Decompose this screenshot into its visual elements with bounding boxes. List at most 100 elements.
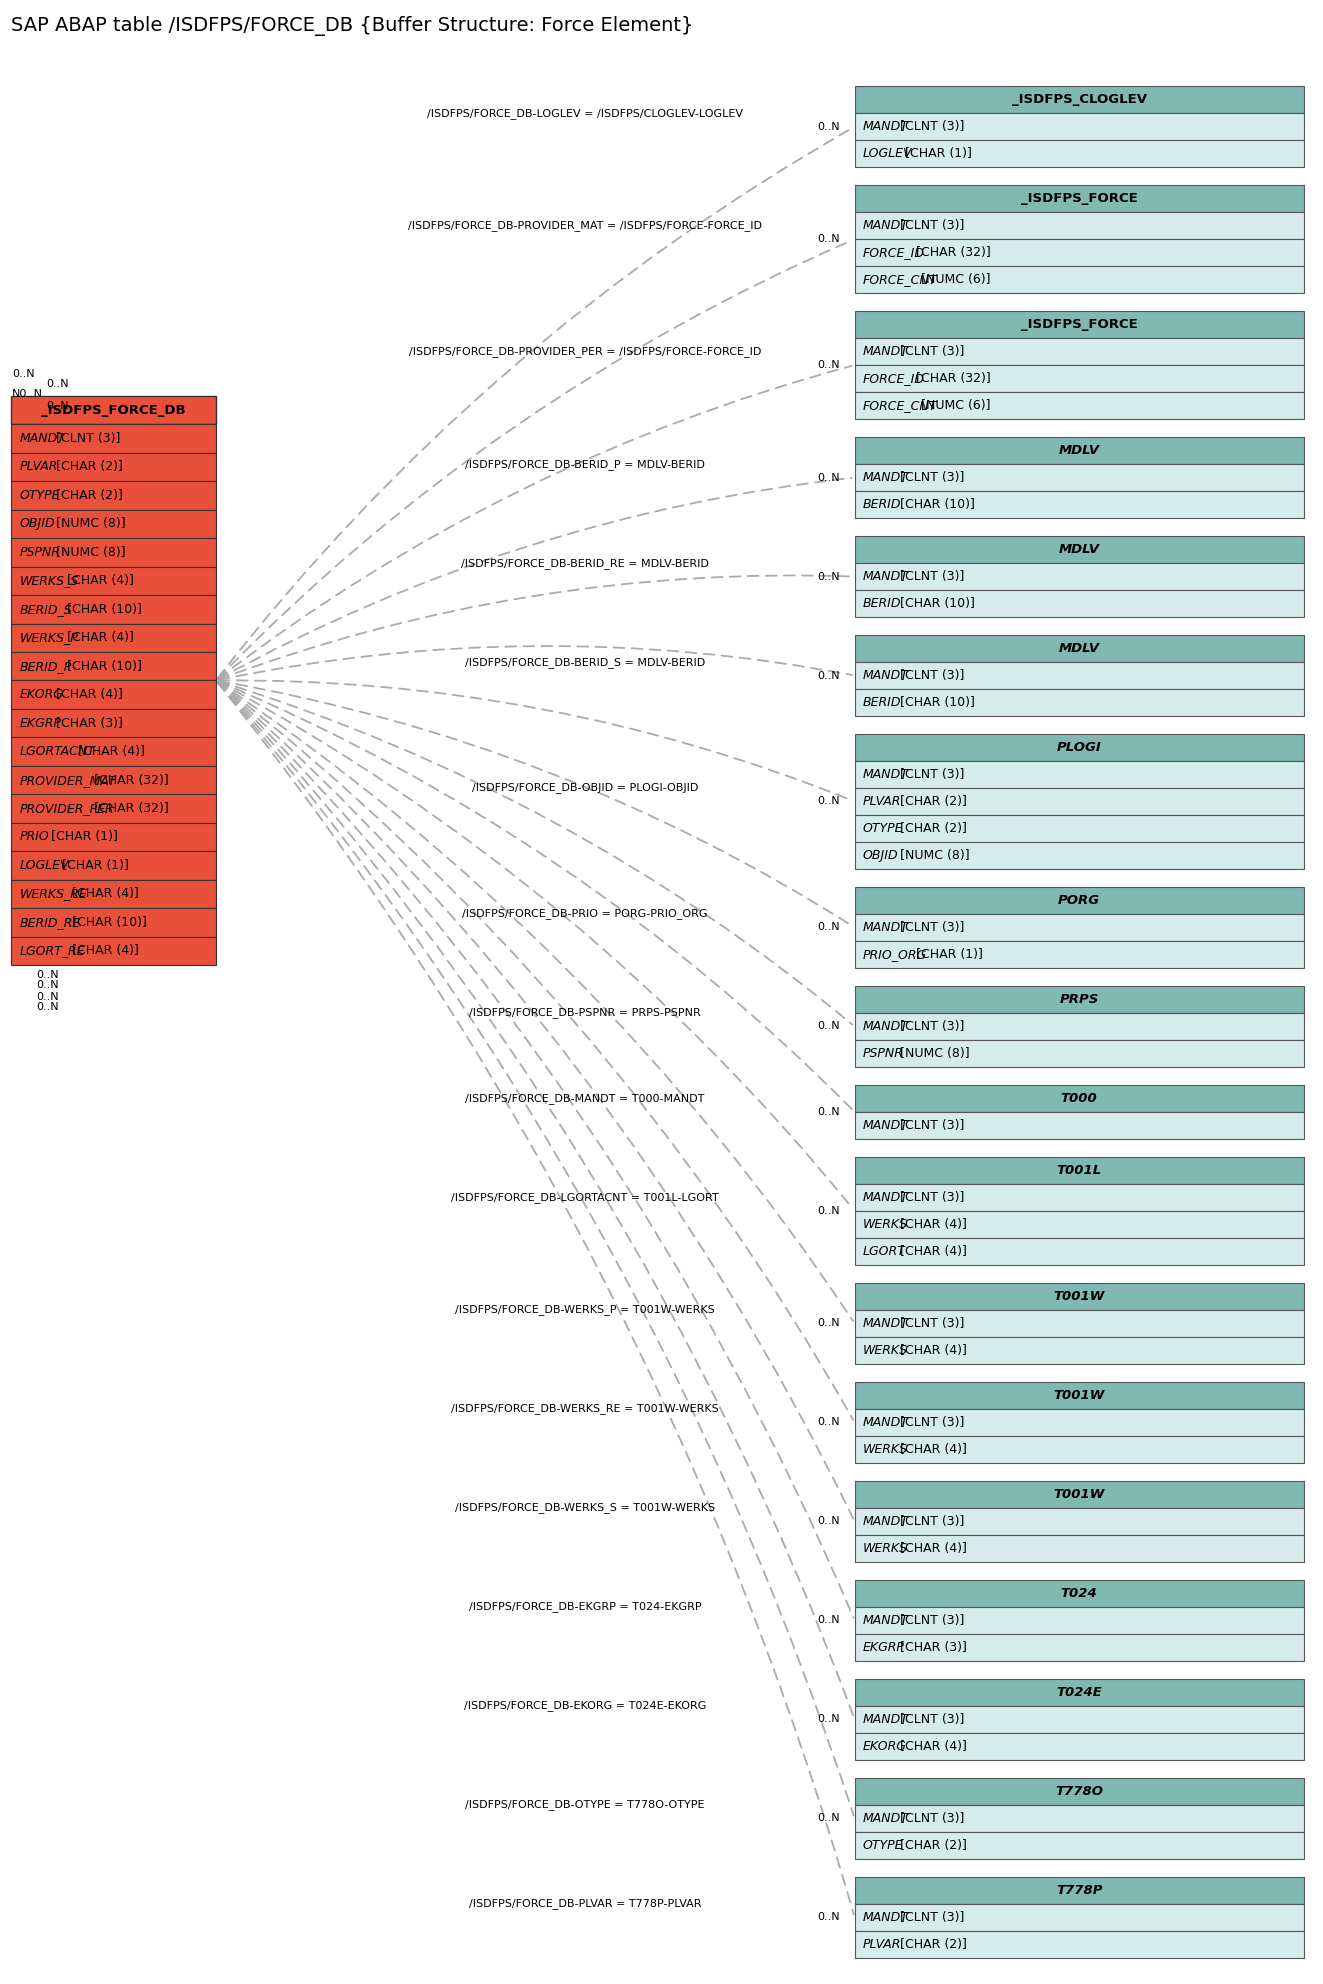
Bar bbox=[12, 879, 216, 909]
Bar bbox=[855, 1930, 1303, 1958]
Text: 0..N: 0..N bbox=[818, 472, 840, 482]
Text: /ISDFPS/FORCE_DB-MANDT = T000-MANDT: /ISDFPS/FORCE_DB-MANDT = T000-MANDT bbox=[466, 1093, 705, 1103]
Text: [NUMC (6)]: [NUMC (6)] bbox=[917, 399, 991, 413]
Text: [CHAR (3)]: [CHAR (3)] bbox=[896, 1641, 966, 1655]
Text: EKGRP: EKGRP bbox=[863, 1641, 905, 1655]
Text: [CHAR (3)]: [CHAR (3)] bbox=[53, 716, 123, 730]
Bar bbox=[12, 909, 216, 936]
Text: 0..N: 0..N bbox=[36, 970, 60, 980]
Text: PROVIDER_MAT: PROVIDER_MAT bbox=[20, 774, 116, 786]
Text: EKORG: EKORG bbox=[863, 1740, 906, 1752]
Text: [CHAR (10)]: [CHAR (10)] bbox=[896, 498, 974, 512]
Bar bbox=[855, 688, 1303, 716]
Bar bbox=[12, 708, 216, 738]
Bar bbox=[855, 1157, 1303, 1184]
Text: [CLNT (3)]: [CLNT (3)] bbox=[896, 768, 964, 782]
Text: [CLNT (3)]: [CLNT (3)] bbox=[896, 1911, 964, 1924]
Text: /ISDFPS/FORCE_DB-PSPNR = PRPS-PSPNR: /ISDFPS/FORCE_DB-PSPNR = PRPS-PSPNR bbox=[470, 1008, 701, 1018]
Text: /ISDFPS/FORCE_DB-EKGRP = T024-EKGRP: /ISDFPS/FORCE_DB-EKGRP = T024-EKGRP bbox=[468, 1601, 701, 1613]
Text: 0..N: 0..N bbox=[818, 361, 840, 371]
Text: LOGLEV: LOGLEV bbox=[20, 859, 69, 871]
Text: T001W: T001W bbox=[1053, 1488, 1105, 1500]
Text: PRPS: PRPS bbox=[1060, 992, 1098, 1006]
Text: 0..N: 0..N bbox=[818, 571, 840, 581]
Text: MANDT: MANDT bbox=[863, 1811, 909, 1825]
Text: LGORTACNT: LGORTACNT bbox=[20, 746, 95, 758]
Text: BERID_P: BERID_P bbox=[20, 661, 71, 673]
Text: T001W: T001W bbox=[1053, 1389, 1105, 1403]
Bar bbox=[855, 1040, 1303, 1067]
Text: 0..N: 0..N bbox=[818, 234, 840, 244]
Bar bbox=[855, 1579, 1303, 1607]
Text: MANDT: MANDT bbox=[863, 669, 909, 682]
Text: _ISDFPS_FORCE: _ISDFPS_FORCE bbox=[1021, 192, 1138, 204]
Text: PLVAR: PLVAR bbox=[20, 460, 58, 474]
Bar bbox=[855, 1111, 1303, 1139]
Text: [CHAR (4)]: [CHAR (4)] bbox=[74, 746, 144, 758]
Bar bbox=[855, 266, 1303, 294]
Text: 0..N: 0..N bbox=[36, 980, 60, 990]
Bar bbox=[12, 510, 216, 538]
Text: [CLNT (3)]: [CLNT (3)] bbox=[896, 218, 964, 232]
Bar bbox=[855, 240, 1303, 266]
Text: PSPNR: PSPNR bbox=[20, 546, 61, 559]
Bar bbox=[12, 653, 216, 681]
Bar bbox=[855, 393, 1303, 419]
Text: [CLNT (3)]: [CLNT (3)] bbox=[896, 1712, 964, 1726]
Text: LGORT_RE: LGORT_RE bbox=[20, 944, 85, 958]
Text: MANDT: MANDT bbox=[20, 433, 65, 444]
Text: [CHAR (10)]: [CHAR (10)] bbox=[896, 597, 974, 609]
Text: MDLV: MDLV bbox=[1058, 643, 1099, 655]
Bar bbox=[855, 1536, 1303, 1561]
Text: [CHAR (4)]: [CHAR (4)] bbox=[69, 887, 139, 901]
Bar bbox=[12, 623, 216, 653]
Text: MANDT: MANDT bbox=[863, 1712, 909, 1726]
Text: [CLNT (3)]: [CLNT (3)] bbox=[896, 921, 964, 934]
Text: [CLNT (3)]: [CLNT (3)] bbox=[896, 1516, 964, 1528]
Bar bbox=[855, 536, 1303, 563]
Text: [CHAR (4)]: [CHAR (4)] bbox=[896, 1218, 966, 1230]
Text: WERKS_S: WERKS_S bbox=[20, 573, 78, 587]
Text: [CHAR (4)]: [CHAR (4)] bbox=[64, 573, 134, 587]
Bar bbox=[855, 1905, 1303, 1930]
Text: BERID: BERID bbox=[863, 498, 901, 512]
Bar bbox=[855, 734, 1303, 762]
Text: [CHAR (32)]: [CHAR (32)] bbox=[90, 774, 169, 786]
Text: 0..N: 0..N bbox=[818, 1206, 840, 1216]
Bar bbox=[12, 823, 216, 851]
Text: /ISDFPS/FORCE_DB-PROVIDER_PER = /ISDFPS/FORCE-FORCE_ID: /ISDFPS/FORCE_DB-PROVIDER_PER = /ISDFPS/… bbox=[409, 347, 761, 357]
Text: MANDT: MANDT bbox=[863, 1911, 909, 1924]
Text: PLVAR: PLVAR bbox=[863, 1938, 901, 1950]
Text: [NUMC (8)]: [NUMC (8)] bbox=[53, 518, 126, 530]
Text: /ISDFPS/FORCE_DB-PLVAR = T778P-PLVAR: /ISDFPS/FORCE_DB-PLVAR = T778P-PLVAR bbox=[468, 1899, 701, 1909]
Text: EKGRP: EKGRP bbox=[20, 716, 61, 730]
Bar bbox=[855, 1309, 1303, 1337]
Text: OTYPE: OTYPE bbox=[20, 488, 60, 502]
Text: FORCE_CNT: FORCE_CNT bbox=[863, 274, 937, 286]
Text: [CLNT (3)]: [CLNT (3)] bbox=[896, 345, 964, 359]
Text: MANDT: MANDT bbox=[863, 1190, 909, 1204]
Text: [CHAR (32)]: [CHAR (32)] bbox=[90, 802, 169, 815]
Text: MANDT: MANDT bbox=[863, 1516, 909, 1528]
Text: FORCE_ID: FORCE_ID bbox=[863, 246, 925, 260]
Text: OTYPE: OTYPE bbox=[863, 821, 904, 835]
Text: [CHAR (2)]: [CHAR (2)] bbox=[896, 796, 966, 807]
Text: 0..N: 0..N bbox=[818, 1107, 840, 1117]
Bar bbox=[855, 1706, 1303, 1732]
Bar bbox=[855, 841, 1303, 869]
Text: 0..N: 0..N bbox=[818, 1516, 840, 1526]
Bar bbox=[855, 815, 1303, 841]
Bar bbox=[855, 1831, 1303, 1859]
Text: [CHAR (2)]: [CHAR (2)] bbox=[896, 821, 966, 835]
Bar bbox=[855, 1607, 1303, 1633]
Bar bbox=[855, 663, 1303, 688]
Bar bbox=[855, 1210, 1303, 1238]
Text: [CHAR (1)]: [CHAR (1)] bbox=[46, 831, 118, 843]
Bar bbox=[855, 915, 1303, 940]
Text: [CLNT (3)]: [CLNT (3)] bbox=[896, 470, 964, 484]
Bar bbox=[12, 567, 216, 595]
Text: 0..N: 0..N bbox=[36, 992, 60, 1002]
Text: [CHAR (4)]: [CHAR (4)] bbox=[896, 1244, 966, 1258]
Text: 0..N: 0..N bbox=[818, 1714, 840, 1724]
Text: /ISDFPS/FORCE_DB-OTYPE = T778O-OTYPE: /ISDFPS/FORCE_DB-OTYPE = T778O-OTYPE bbox=[466, 1799, 705, 1809]
